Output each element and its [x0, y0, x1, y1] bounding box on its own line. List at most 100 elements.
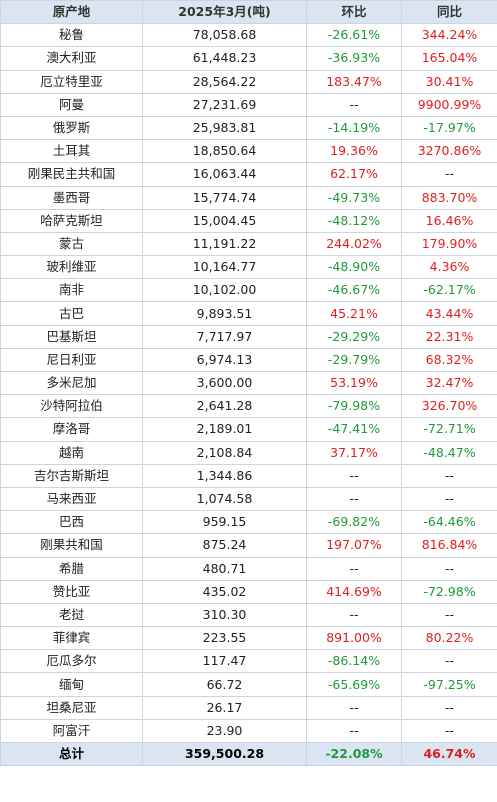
cell-volume: 26.17 [142, 695, 307, 720]
table-row: 俄罗斯 25,983.81 -14.19% -17.97% [0, 115, 497, 141]
cell-origin: 越南 [0, 440, 143, 465]
cell-mom: 183.47% [306, 69, 402, 94]
cell-volume: 2,641.28 [142, 394, 307, 419]
cell-mom: -46.67% [306, 278, 402, 303]
cell-volume: 18,850.64 [142, 139, 307, 164]
cell-volume: 7,717.97 [142, 324, 307, 349]
cell-yoy: 30.41% [401, 69, 497, 94]
cell-origin: 菲律宾 [0, 626, 143, 651]
cell-origin: 老挝 [0, 602, 143, 628]
cell-volume: 1,344.86 [142, 463, 307, 488]
cell-yoy: 68.32% [401, 347, 497, 373]
cell-mom: 53.19% [306, 370, 402, 396]
cell-mom: -86.14% [306, 649, 402, 674]
cell-volume: 9,893.51 [142, 301, 307, 326]
cell-origin: 缅甸 [0, 672, 143, 697]
table-row: 玻利维亚 10,164.77 -48.90% 4.36% [0, 255, 497, 280]
cell-mom: -48.12% [306, 208, 402, 233]
table-row: 阿富汗 23.90 -- -- [0, 718, 497, 744]
table-row: 尼日利亚 6,974.13 -29.79% 68.32% [0, 347, 497, 373]
table-row: 厄立特里亚 28,564.22 183.47% 30.41% [0, 69, 497, 94]
cell-yoy: -72.98% [401, 579, 497, 604]
cell-mom: -- [306, 92, 402, 117]
cell-yoy: 80.22% [401, 626, 497, 651]
cell-yoy: -97.25% [401, 672, 497, 697]
cell-yoy: 43.44% [401, 301, 497, 326]
cell-yoy: -- [401, 162, 497, 187]
header-origin: 原产地 [0, 0, 143, 25]
cell-yoy: -- [401, 463, 497, 488]
total-yoy: 46.74% [401, 741, 497, 767]
cell-mom: -- [306, 602, 402, 628]
cell-mom: -- [306, 556, 402, 581]
header-mom: 环比 [306, 0, 402, 25]
cell-volume: 223.55 [142, 626, 307, 651]
cell-origin: 哈萨克斯坦 [0, 208, 143, 233]
cell-volume: 1,074.58 [142, 486, 307, 512]
cell-mom: -48.90% [306, 255, 402, 280]
cell-mom: -- [306, 718, 402, 744]
table-row: 秘鲁 78,058.68 -26.61% 344.24% [0, 23, 497, 48]
cell-volume: 16,063.44 [142, 162, 307, 187]
cell-origin: 秘鲁 [0, 23, 143, 48]
total-row: 总计 359,500.28 -22.08% 46.74% [0, 741, 497, 767]
cell-origin: 吉尔吉斯斯坦 [0, 463, 143, 488]
cell-yoy: 9900.99% [401, 92, 497, 117]
cell-volume: 11,191.22 [142, 231, 307, 257]
cell-mom: 45.21% [306, 301, 402, 326]
table-row: 缅甸 66.72 -65.69% -97.25% [0, 672, 497, 697]
cell-mom: 414.69% [306, 579, 402, 604]
cell-mom: -26.61% [306, 23, 402, 48]
cell-mom: -- [306, 695, 402, 720]
cell-yoy: -48.47% [401, 440, 497, 465]
cell-yoy: 16.46% [401, 208, 497, 233]
cell-origin: 南非 [0, 278, 143, 303]
cell-volume: 28,564.22 [142, 69, 307, 94]
table-row: 阿曼 27,231.69 -- 9900.99% [0, 92, 497, 117]
cell-mom: -14.19% [306, 115, 402, 141]
cell-mom: -69.82% [306, 510, 402, 535]
cell-origin: 俄罗斯 [0, 115, 143, 141]
table-row: 巴西 959.15 -69.82% -64.46% [0, 510, 497, 535]
cell-origin: 赞比亚 [0, 579, 143, 604]
cell-yoy: -- [401, 556, 497, 581]
cell-mom: -- [306, 486, 402, 512]
cell-volume: 10,102.00 [142, 278, 307, 303]
table-row: 墨西哥 15,774.74 -49.73% 883.70% [0, 185, 497, 210]
cell-mom: -36.93% [306, 46, 402, 71]
cell-volume: 117.47 [142, 649, 307, 674]
cell-volume: 3,600.00 [142, 370, 307, 396]
total-mom: -22.08% [306, 741, 402, 767]
cell-mom: -49.73% [306, 185, 402, 210]
cell-origin: 厄瓜多尔 [0, 649, 143, 674]
cell-yoy: -62.17% [401, 278, 497, 303]
cell-mom: -- [306, 463, 402, 488]
cell-volume: 6,974.13 [142, 347, 307, 373]
cell-yoy: 326.70% [401, 394, 497, 419]
table-row: 越南 2,108.84 37.17% -48.47% [0, 440, 497, 465]
table-row: 哈萨克斯坦 15,004.45 -48.12% 16.46% [0, 208, 497, 233]
import-table: 原产地 2025年3月(吨) 环比 同比 秘鲁 78,058.68 -26.61% 3… [0, 0, 497, 767]
cell-yoy: 883.70% [401, 185, 497, 210]
cell-volume: 66.72 [142, 672, 307, 697]
table-row: 蒙古 11,191.22 244.02% 179.90% [0, 231, 497, 257]
cell-mom: -47.41% [306, 417, 402, 442]
table-body: 秘鲁 78,058.68 -26.61% 344.24% 澳大利亚 61,448.23 -3… [0, 23, 497, 744]
cell-volume: 2,108.84 [142, 440, 307, 465]
cell-origin: 尼日利亚 [0, 347, 143, 373]
cell-origin: 阿富汗 [0, 718, 143, 744]
table-row: 刚果民主共和国 16,063.44 62.17% -- [0, 162, 497, 187]
cell-origin: 马来西亚 [0, 486, 143, 512]
cell-origin: 阿曼 [0, 92, 143, 117]
table-row: 厄瓜多尔 117.47 -86.14% -- [0, 649, 497, 674]
cell-origin: 巴基斯坦 [0, 324, 143, 349]
cell-yoy: -- [401, 718, 497, 744]
cell-yoy: -64.46% [401, 510, 497, 535]
cell-yoy: 4.36% [401, 255, 497, 280]
cell-mom: -65.69% [306, 672, 402, 697]
cell-origin: 希腊 [0, 556, 143, 581]
total-origin: 总计 [0, 741, 143, 767]
header-volume: 2025年3月(吨) [142, 0, 307, 25]
cell-yoy: 165.04% [401, 46, 497, 71]
cell-volume: 15,774.74 [142, 185, 307, 210]
